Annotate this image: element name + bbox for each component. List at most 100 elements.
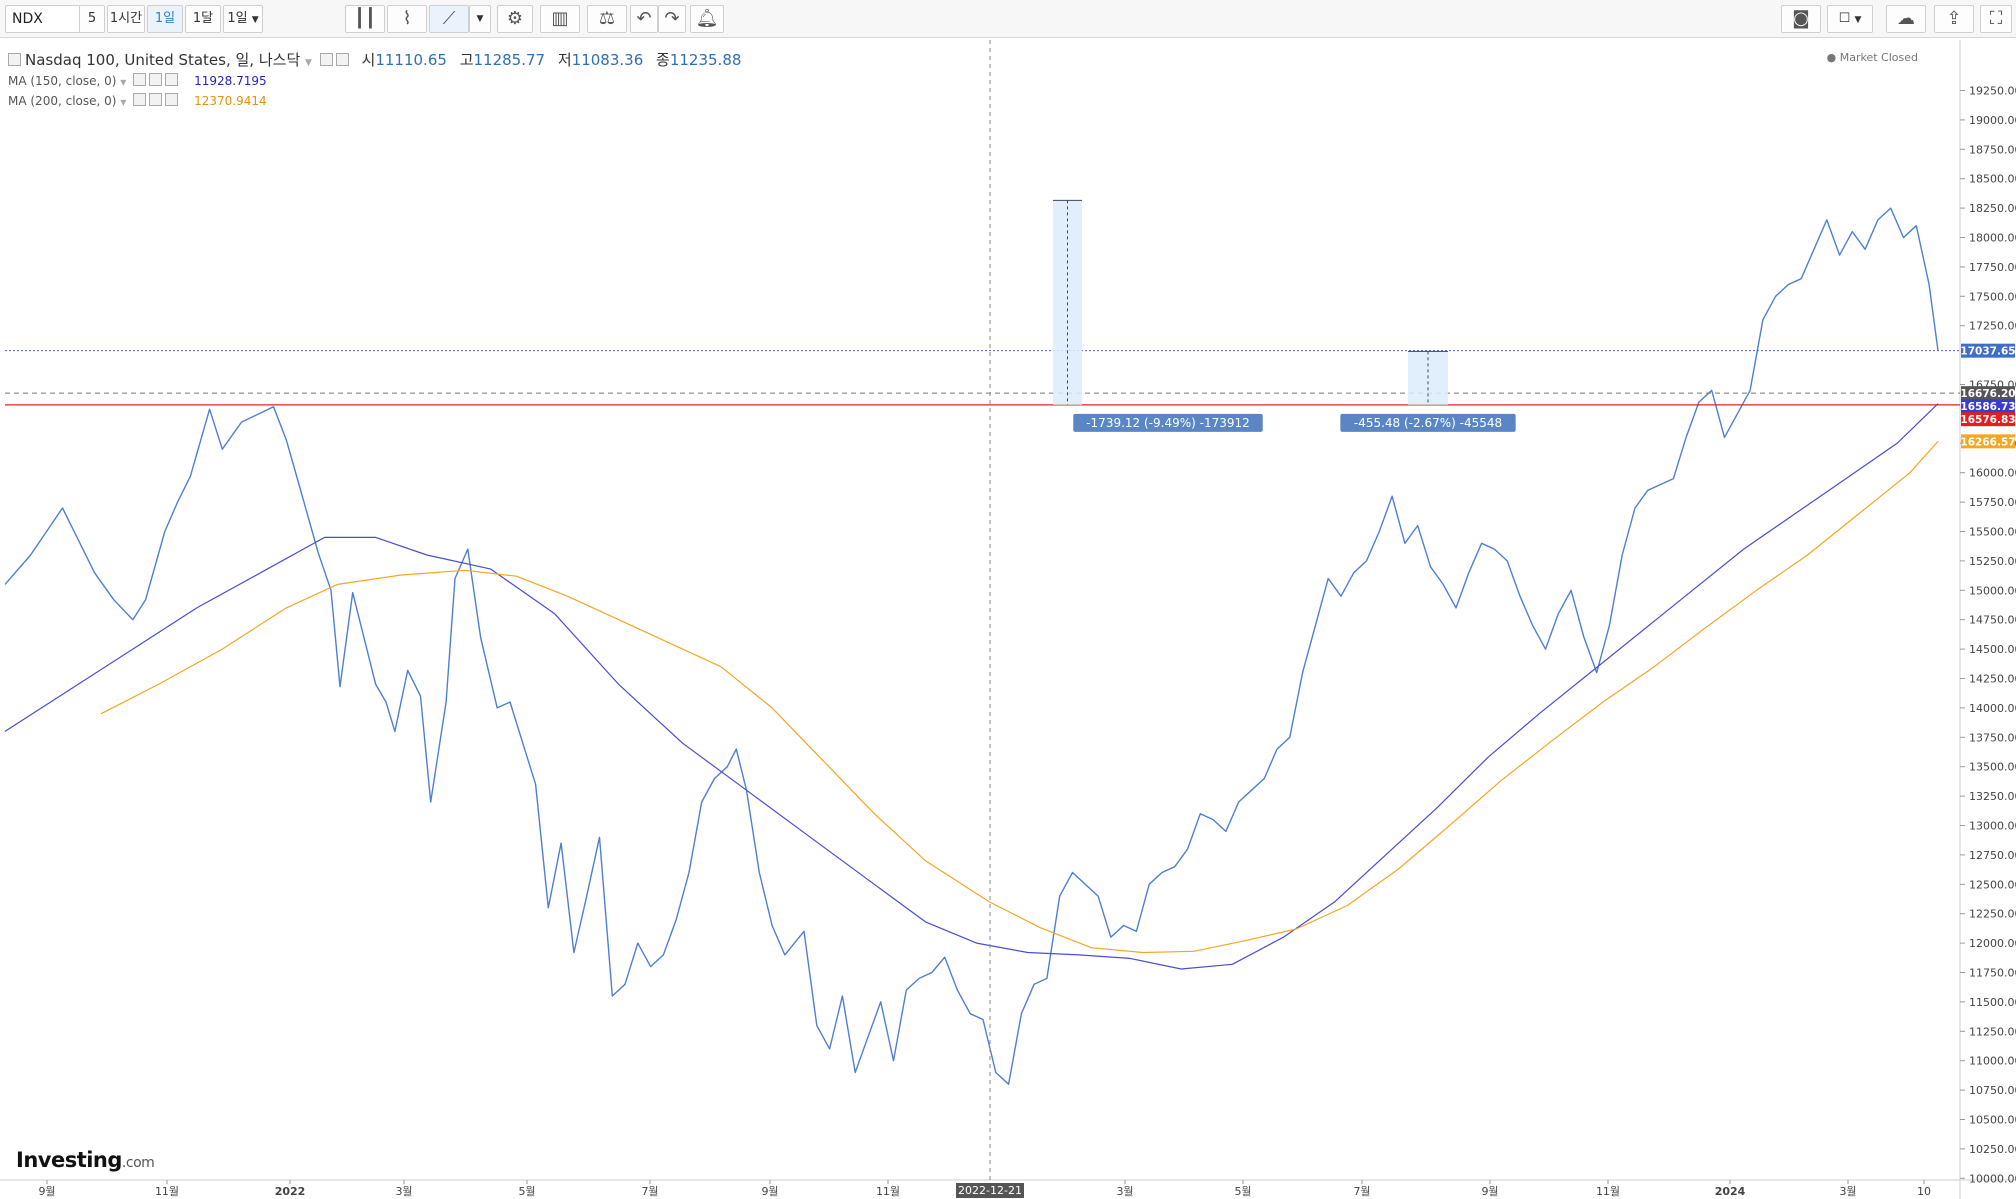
market-status-text: Market Closed (1839, 51, 1918, 64)
high-value: 11285.77 (473, 51, 546, 69)
x-tick-label: 2022 (275, 1185, 306, 1198)
y-tick-label: 15500.00 (1969, 526, 2016, 539)
price-label: 16266.57 (1960, 436, 2015, 448)
crosshair-date-box (956, 1183, 1024, 1198)
ma150-legend: MA (150, close, 0) ▼ 11928.7195 (8, 73, 267, 88)
layout-dropdown[interactable]: ☐ ▼ (1827, 5, 1873, 33)
interval-1d[interactable]: 1일 (147, 5, 183, 33)
y-tick-label: 17750.00 (1969, 261, 2016, 274)
ma150-value: 11928.7195 (194, 74, 267, 88)
y-tick-label: 11750.00 (1969, 967, 2016, 980)
chevron-down-icon[interactable]: ▼ (120, 98, 127, 107)
scale-icon: ⚖ (598, 8, 616, 29)
fullscreen-button[interactable]: ⛶ (1980, 5, 2012, 33)
y-tick-label: 11500.00 (1969, 996, 2016, 1009)
area-chart-button[interactable]: ⌇ (387, 5, 427, 33)
close-label: 종 (656, 51, 670, 69)
line-chart-icon: ⟋ (442, 8, 456, 29)
interval-5[interactable]: 5 (79, 5, 105, 33)
cloud-save-button[interactable]: ⇪ (1934, 5, 1974, 33)
line-chart-button[interactable]: ⟋ (429, 5, 469, 33)
interval-1h[interactable]: 1시간 (107, 5, 145, 33)
y-tick-label: 15250.00 (1969, 555, 2016, 568)
measure-label: -1739.12 (-9.49%) -173912 (1086, 416, 1250, 430)
alert-button[interactable]: 🔔︎ (690, 5, 724, 33)
price-label-box (1961, 412, 2015, 427)
y-tick-label: 18750.00 (1969, 143, 2016, 156)
series-layer (4, 207, 1939, 1085)
ma150-label: MA (150, close, 0) (8, 74, 117, 88)
undo-button[interactable]: ↶ (630, 5, 658, 33)
x-tick-label: 11월 (876, 1185, 900, 1198)
redo-button[interactable]: ↷ (658, 5, 686, 33)
price-label: 16586.73 (1960, 401, 2015, 413)
logo-name: Investing (16, 1148, 122, 1172)
y-tick-label: 14750.00 (1969, 614, 2016, 627)
cloud-upload-icon: ⇪ (1946, 8, 1962, 29)
market-status: ● Market Closed (1827, 51, 1918, 64)
low-value: 11083.36 (571, 51, 644, 69)
settings-icon[interactable] (149, 93, 163, 106)
interval-dropdown[interactable]: 1일 ▼ (223, 5, 263, 33)
investing-logo: Investing.com (16, 1148, 155, 1172)
low-label: 저 (557, 51, 572, 69)
area-chart-icon: ⌇ (402, 8, 412, 29)
main-legend: Nasdaq 100, United States, 일, 나스닥 ▼ 시111… (8, 49, 741, 70)
y-tick-label: 12500.00 (1969, 878, 2016, 891)
cloud-load-button[interactable]: ☁ (1886, 5, 1926, 33)
settings-icon[interactable] (319, 53, 333, 66)
price-line (4, 207, 1939, 1085)
visibility-icon[interactable] (133, 93, 147, 106)
x-tick-label: 3월 (395, 1185, 412, 1198)
ma200-legend: MA (200, close, 0) ▼ 12370.9414 (8, 93, 267, 108)
toolbar: NDX 5 1시간 1일 1달 1일 ▼ ┃┃ ⌇ ⟋ ▼ ⚙ ▥ ⚖ ↶ ↷ … (0, 0, 2016, 38)
open-value: 11110.65 (375, 51, 447, 69)
measure-label-box (1340, 413, 1516, 432)
legend-title: Nasdaq 100, United States, 일, 나스닥 (25, 51, 301, 69)
y-tick-label: 12000.00 (1969, 937, 2016, 950)
compare-button[interactable]: ⚖ (587, 5, 627, 33)
candlestick-chart-button[interactable]: ┃┃ (345, 5, 385, 33)
y-tick-label: 17500.00 (1969, 290, 2016, 303)
camera-icon: ◙ (1792, 8, 1810, 29)
square-icon: ☐ (1838, 11, 1851, 26)
close-icon[interactable] (335, 53, 349, 66)
chevron-down-icon[interactable]: ▼ (305, 58, 312, 68)
close-icon[interactable] (165, 73, 179, 86)
settings-icon[interactable] (149, 73, 163, 86)
x-tick-label: 9월 (761, 1185, 778, 1198)
price-label-box (1961, 343, 2015, 358)
x-tick-label: 11월 (1596, 1185, 1620, 1198)
interval-dropdown-label: 1일 (227, 11, 248, 26)
interval-1m[interactable]: 1달 (185, 5, 221, 33)
settings-button[interactable]: ⚙ (497, 5, 533, 33)
y-tick-label: 15750.00 (1969, 496, 2016, 509)
open-label: 시 (361, 51, 376, 69)
close-icon[interactable] (165, 93, 179, 106)
chevron-down-icon: ▼ (1854, 15, 1862, 25)
price-label-box (1961, 434, 2015, 449)
y-tick-label: 10250.00 (1969, 1143, 2016, 1156)
y-tick-label: 13000.00 (1969, 820, 2016, 833)
price-label: 16676.20 (1960, 388, 2015, 400)
y-tick-label: 18250.00 (1969, 202, 2016, 215)
y-tick-label: 10750.00 (1969, 1084, 2016, 1097)
x-tick-label: 5월 (518, 1185, 535, 1198)
x-tick-label: 3월 (1839, 1185, 1856, 1198)
y-tick-label: 11000.00 (1969, 1055, 2016, 1068)
indicators-button[interactable]: ▥ (540, 5, 580, 33)
fullscreen-icon: ⛶ (1989, 8, 2003, 29)
price-chart[interactable]: 10000.00 10250.00 10500.00 10750.00 11000.00… (0, 39, 2016, 1199)
price-label-box (1961, 399, 2015, 414)
y-tick-label: 19000.00 (1969, 114, 2016, 127)
collapse-icon[interactable] (8, 53, 21, 66)
candlestick-icon: ┃┃ (354, 8, 376, 29)
visibility-icon[interactable] (133, 73, 147, 86)
snapshot-button[interactable]: ◙ (1781, 5, 1821, 33)
price-label: 16576.83 (1960, 414, 2015, 426)
y-tick-label: 12750.00 (1969, 849, 2016, 862)
chart-type-dropdown[interactable]: ▼ (469, 5, 491, 33)
y-tick-label: 10500.00 (1969, 1114, 2016, 1127)
chevron-down-icon[interactable]: ▼ (120, 78, 127, 87)
x-tick-label: 9월 (38, 1185, 55, 1198)
